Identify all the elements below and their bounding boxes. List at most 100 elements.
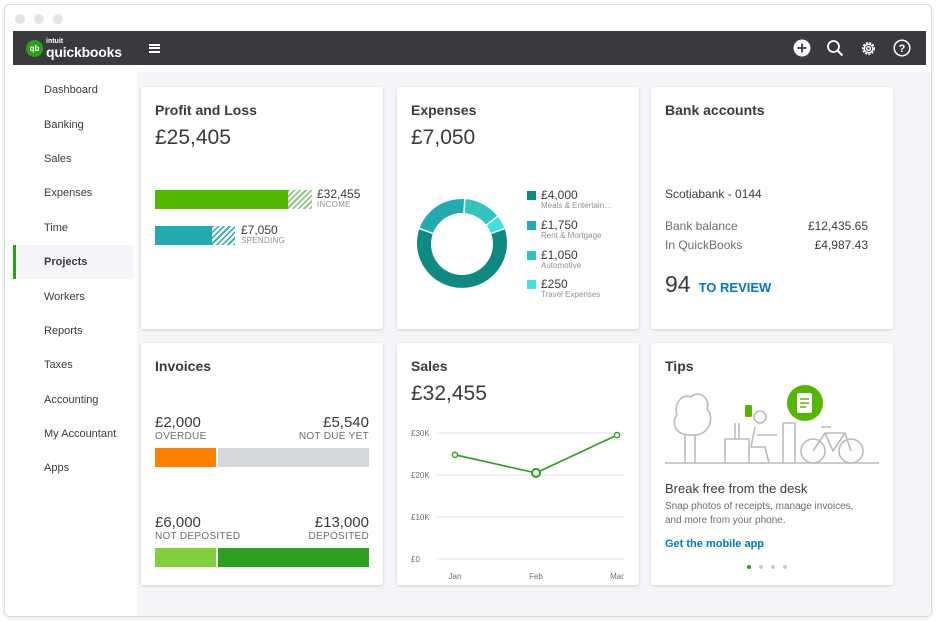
spending-bar-fill — [155, 226, 212, 245]
tips-pager — [747, 565, 787, 569]
deposited-value: £13,000 — [314, 514, 369, 531]
profit-loss-title: Profit and Loss — [155, 102, 257, 118]
svg-text:?: ? — [899, 43, 906, 55]
plus-circle-icon[interactable] — [793, 39, 811, 57]
qb-badge-icon: qb — [26, 39, 43, 57]
sidebar-item-workers[interactable]: Workers — [44, 290, 85, 303]
y-tick-label: £10K — [411, 513, 430, 522]
quickbooks-logo[interactable]: qb intuit quickbooks — [26, 38, 122, 59]
sidebar-item-expenses[interactable]: Expenses — [44, 187, 93, 200]
sales-data-point — [451, 451, 459, 459]
sidebar-item-my-accountant[interactable]: My Accountant — [44, 428, 117, 441]
get-mobile-app-link[interactable]: Get the mobile app — [665, 538, 765, 550]
hamburger-menu-icon[interactable] — [148, 43, 160, 53]
unpaid-bar[interactable] — [155, 448, 369, 467]
window-maximize-dot[interactable] — [53, 14, 63, 24]
bank-account-name[interactable]: Scotiabank - 0144 — [665, 187, 762, 201]
window-minimize-dot[interactable] — [34, 14, 44, 24]
deposited-label: DEPOSITED — [308, 531, 369, 542]
sales-card[interactable]: Sales £32,455 £0 £10K £20K £30K Jan Feb Mar — [397, 343, 639, 585]
review-count: 94 — [665, 271, 691, 297]
sales-title: Sales — [411, 358, 448, 374]
income-bar-fill — [155, 190, 288, 209]
logo-intuit-text: intuit — [46, 37, 64, 45]
legend-item-rent[interactable]: £1,750 Rent & Mortgage — [527, 218, 602, 241]
overdue-value: £2,000 — [155, 414, 201, 431]
donut-slice-automotive — [463, 199, 498, 225]
legend-swatch — [527, 251, 536, 260]
sidebar-item-reports[interactable]: Reports — [44, 324, 83, 337]
sidebar-item-taxes[interactable]: Taxes — [44, 359, 73, 372]
sidebar-item-dashboard[interactable]: Dashboard — [44, 84, 98, 97]
not-due-value: £5,540 — [323, 414, 369, 431]
legend-value: £4,000 — [541, 188, 578, 202]
not-deposited-value: £6,000 — [155, 514, 201, 531]
help-icon[interactable]: ? — [893, 39, 911, 57]
tips-title: Tips — [665, 358, 694, 374]
legend-item-travel[interactable]: £250 Travel Expenses — [527, 277, 600, 300]
gear-icon[interactable] — [859, 39, 878, 58]
legend-value: £1,750 — [541, 218, 578, 232]
sales-line-chart[interactable]: £0 £10K £20K £30K Jan Feb Mar — [397, 421, 639, 581]
review-link[interactable]: 94 TO REVIEW — [665, 271, 771, 298]
spending-bar[interactable] — [155, 226, 235, 245]
sidebar-item-accounting[interactable]: Accounting — [44, 393, 99, 406]
legend-item-automotive[interactable]: £1,050 Automotive — [527, 248, 582, 271]
not-due-label: NOT DUE YET — [298, 431, 369, 442]
expenses-amount: £7,050 — [411, 126, 476, 149]
not-deposited-label: NOT DEPOSITED — [155, 531, 241, 542]
window-close-dot[interactable] — [15, 14, 25, 24]
overdue-bar-fill — [155, 448, 216, 467]
expenses-card[interactable]: Expenses £7,050 £4,0 — [397, 87, 639, 329]
x-tick-label: Feb — [529, 572, 543, 581]
not-due-bar-fill — [218, 448, 369, 467]
window-controls — [15, 14, 63, 24]
profit-loss-amount: £25,405 — [155, 126, 231, 149]
income-bar[interactable] — [155, 190, 312, 209]
sidebar-item-apps[interactable]: Apps — [44, 462, 70, 475]
to-review-link[interactable]: TO REVIEW — [698, 280, 772, 295]
overdue-label: OVERDUE — [155, 431, 207, 442]
quickbooks-balance-label: In QuickBooks — [665, 238, 743, 252]
spending-value: £7,050 — [241, 223, 278, 237]
legend-label: Automotive — [541, 261, 582, 271]
tips-card[interactable]: Tips — [651, 343, 893, 585]
pager-dot[interactable] — [771, 565, 775, 569]
profit-loss-card[interactable]: Profit and Loss £25,405 £32,455 INCOME £… — [141, 87, 383, 329]
legend-swatch — [527, 221, 536, 230]
invoices-card[interactable]: Invoices £2,000 OVERDUE £5,540 NOT DUE Y… — [141, 343, 383, 585]
pager-dot-active[interactable] — [747, 565, 751, 569]
y-tick-label: £20K — [411, 471, 430, 480]
x-tick-label: Mar — [610, 572, 624, 581]
sidebar-item-sales[interactable]: Sales — [44, 152, 72, 165]
spending-label: SPENDING — [241, 236, 286, 246]
search-icon[interactable] — [826, 39, 844, 57]
legend-label: Rent & Mortgage — [541, 231, 602, 241]
sidebar-item-banking[interactable]: Banking — [44, 118, 84, 131]
sidebar-item-time[interactable]: Time — [44, 221, 69, 234]
tips-body-line-1: Snap photos of receipts, manage invoices… — [665, 501, 854, 512]
x-tick-label: Jan — [449, 572, 462, 581]
sidebar-nav: Dashboard Banking Sales Expenses Time Pr… — [13, 73, 133, 486]
quickbooks-balance-value: £4,987.43 — [814, 238, 868, 252]
expenses-donut-chart[interactable] — [409, 191, 515, 297]
sales-data-point — [531, 467, 541, 478]
legend-item-meals[interactable]: £4,000 Meals & Entertain… — [527, 188, 612, 211]
pager-dot[interactable] — [783, 565, 787, 569]
tips-body-line-2: and more from your phone. — [665, 515, 786, 526]
bank-balance-label: Bank balance — [665, 219, 738, 233]
bank-accounts-card[interactable]: Bank accounts Scotiabank - 0144 Bank bal… — [651, 87, 893, 329]
y-tick-label: £30K — [411, 429, 430, 438]
spending-bar-hatch — [212, 226, 235, 245]
top-bar: qb intuit quickbooks ? — [13, 31, 926, 65]
sales-series-line — [454, 434, 618, 474]
bank-balance-value: £12,435.65 — [807, 219, 868, 233]
legend-value: £250 — [541, 277, 568, 291]
legend-swatch — [527, 191, 536, 200]
app-window: qb intuit quickbooks ? Dashboard Banking… — [4, 4, 932, 617]
dashboard-main: Profit and Loss £25,405 £32,455 INCOME £… — [137, 71, 930, 616]
paid-bar[interactable] — [155, 548, 369, 567]
pager-dot[interactable] — [759, 565, 763, 569]
legend-swatch — [527, 280, 536, 289]
sidebar-item-projects[interactable]: Projects — [13, 244, 133, 280]
